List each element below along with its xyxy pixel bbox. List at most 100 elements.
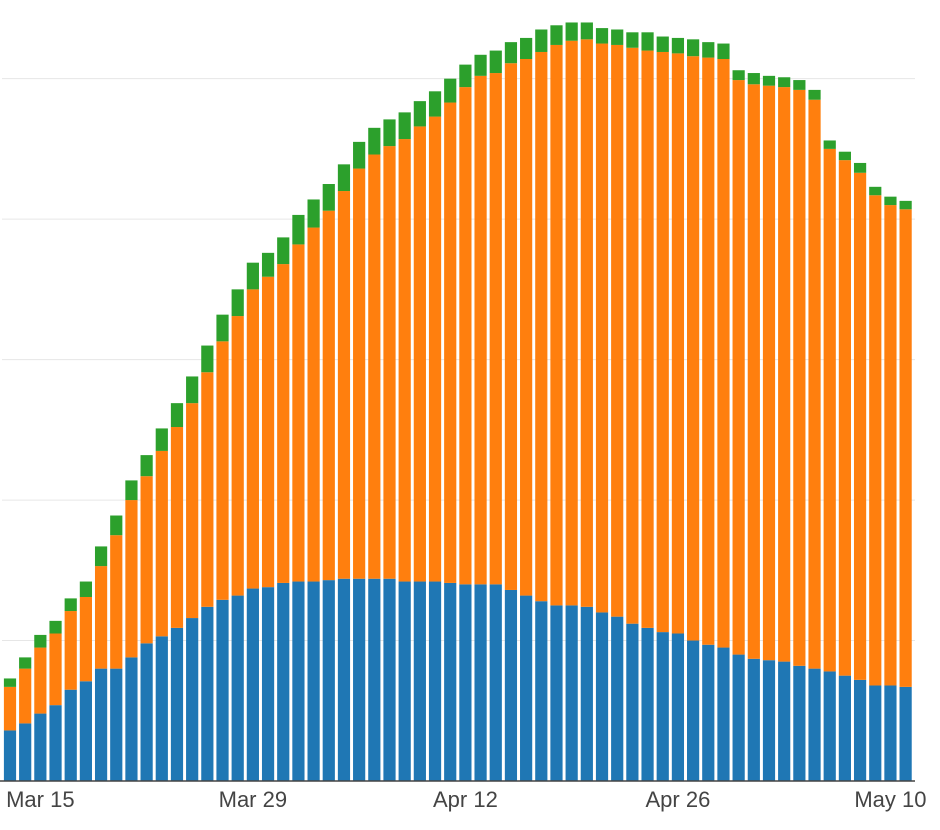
- bar-segment: [702, 57, 715, 645]
- bar-segment: [747, 73, 760, 85]
- bar-segment: [671, 633, 685, 781]
- x-tick-label: Apr 12: [433, 787, 498, 812]
- bar-segment: [277, 582, 290, 781]
- bar-segment: [762, 85, 776, 661]
- bar-segment: [337, 164, 351, 192]
- bar-segment: [762, 75, 776, 86]
- bar-segment: [580, 22, 593, 40]
- bar-segment: [231, 316, 244, 596]
- bar-segment: [79, 596, 92, 682]
- bar-segment: [292, 214, 305, 245]
- bar-segment: [595, 43, 609, 613]
- bar-segment: [34, 713, 47, 781]
- bar-segment: [3, 730, 17, 781]
- x-tick-label: May 10: [854, 787, 926, 812]
- bar-segment: [398, 139, 411, 582]
- bar-segment: [489, 50, 502, 74]
- bar-segment: [170, 403, 184, 428]
- bar-segment: [322, 580, 335, 781]
- bar-segment: [899, 686, 912, 781]
- bar-segment: [823, 140, 836, 149]
- bar-segment: [110, 515, 123, 536]
- bar-segment: [246, 262, 259, 290]
- bar-segment: [353, 168, 366, 579]
- bar-segment: [368, 154, 381, 579]
- bar-segment: [186, 618, 199, 781]
- bar-segment: [34, 647, 47, 714]
- bar-segment: [94, 546, 108, 567]
- bar-segment: [641, 50, 654, 628]
- bar-segment: [413, 126, 426, 582]
- bar-segment: [838, 160, 851, 676]
- bar-segment: [368, 578, 381, 781]
- bar-segment: [64, 598, 77, 612]
- bar-segment: [611, 44, 624, 617]
- bar-segment: [186, 376, 199, 404]
- bar-segment: [170, 627, 184, 781]
- bar-segment: [520, 58, 533, 596]
- bar-segment: [808, 89, 821, 100]
- bar-segment: [201, 345, 214, 373]
- bar-segment: [64, 611, 77, 690]
- bar-segment: [474, 584, 487, 781]
- bar-segment: [428, 581, 442, 781]
- bar-segment: [778, 77, 791, 88]
- bar-segment: [565, 40, 578, 606]
- bar-segment: [535, 601, 548, 781]
- bar-segment: [580, 39, 593, 607]
- bar-segment: [884, 205, 897, 686]
- bar-segment: [656, 632, 669, 781]
- bar-segment: [489, 73, 502, 585]
- bar-segment: [155, 636, 168, 781]
- bar-segment: [838, 675, 851, 781]
- bar-segment: [246, 289, 259, 589]
- bar-segment: [444, 582, 457, 781]
- bar-segment: [732, 654, 745, 781]
- bar-segment: [459, 87, 472, 585]
- bar-segment: [140, 643, 153, 781]
- bar-segment: [444, 78, 457, 103]
- bar-segment: [19, 723, 32, 781]
- bar-segment: [671, 53, 685, 634]
- bar-segment: [383, 578, 396, 781]
- bar-segment: [383, 119, 396, 147]
- bar-segment: [641, 32, 654, 51]
- bar-segment: [869, 685, 882, 781]
- bar-segment: [398, 581, 411, 781]
- bar-segment: [3, 686, 17, 731]
- bar-segment: [125, 480, 138, 501]
- bar-segment: [459, 584, 472, 781]
- bar-segment: [140, 455, 153, 477]
- bar-segment: [94, 566, 108, 669]
- bar-segment: [550, 605, 563, 781]
- bar-segment: [231, 595, 244, 781]
- bar-segment: [595, 612, 609, 781]
- bar-segment: [216, 341, 229, 600]
- bar-segment: [884, 196, 897, 206]
- bar-segment: [398, 112, 411, 140]
- bar-segment: [808, 668, 821, 781]
- bar-segment: [110, 668, 123, 781]
- bar-segment: [762, 660, 776, 781]
- bar-segment: [732, 80, 745, 655]
- bar-segment: [277, 237, 290, 265]
- bar-segment: [307, 581, 320, 781]
- bar-segment: [869, 195, 882, 686]
- bar-segment: [793, 665, 806, 781]
- bar-segment: [216, 314, 229, 342]
- bar-segment: [353, 578, 366, 781]
- bar-segment: [626, 47, 639, 624]
- bar-segment: [474, 75, 487, 585]
- bar-segment: [79, 581, 92, 597]
- bar-segment: [19, 657, 32, 669]
- bar-segment: [353, 141, 366, 169]
- bar-segment: [79, 681, 92, 781]
- bar-segment: [823, 148, 836, 672]
- bar-segment: [504, 589, 518, 781]
- bar-segment: [428, 116, 442, 582]
- bar-segment: [747, 84, 760, 659]
- bar-segment: [702, 42, 715, 58]
- bar-segment: [322, 210, 335, 581]
- bar-segment: [687, 640, 700, 781]
- bar-segment: [19, 668, 32, 724]
